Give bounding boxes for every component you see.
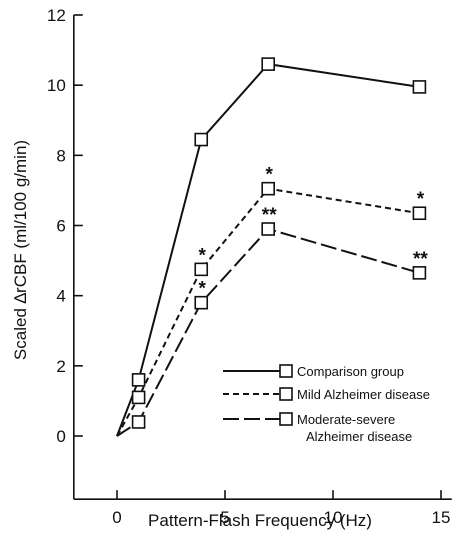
legend-item: Mild Alzheimer disease <box>223 387 430 402</box>
y-tick-label: 6 <box>56 217 65 236</box>
legend-label: Alzheimer disease <box>306 429 412 444</box>
data-point <box>261 222 276 236</box>
data-point <box>194 132 209 147</box>
y-axis: 0 2 4 6 8 10 12 <box>47 6 83 500</box>
y-axis-title: Scaled ∆rCBF (ml/100 g/min) <box>11 140 30 360</box>
y-tick-label: 2 <box>56 357 65 376</box>
data-point <box>131 390 146 405</box>
significance-mark: * <box>199 279 207 300</box>
x-axis-title: Pattern-Flash Frequency (Hz) <box>148 511 372 530</box>
x-tick-label: 5 <box>220 508 229 527</box>
series-layer <box>116 57 427 437</box>
data-point <box>261 181 276 196</box>
x-tick-label: 0 <box>112 508 121 527</box>
y-tick-label: 10 <box>47 76 66 95</box>
significance-mark: * <box>199 245 207 266</box>
data-point <box>194 262 209 277</box>
y-tick-label: 4 <box>56 287 65 306</box>
legend-marker <box>279 387 293 401</box>
y-tick-label: 12 <box>47 6 66 25</box>
data-point <box>131 415 146 429</box>
legend-item: Comparison group <box>223 364 404 379</box>
x-tick-label: 15 <box>432 508 451 527</box>
series-3 <box>116 222 427 437</box>
series-line <box>116 63 420 437</box>
significance-annotations: ******** <box>199 165 429 300</box>
x-axis: 0 5 10 15 <box>73 490 452 527</box>
data-point <box>131 373 146 387</box>
legend: Comparison group Mild Alzheimer disease Mo… <box>223 364 430 444</box>
legend-label: Mild Alzheimer disease <box>297 387 430 402</box>
legend-item: Moderate-severe Alzheimer disease <box>223 412 412 444</box>
x-tick-label: 10 <box>324 508 343 527</box>
significance-mark: ** <box>413 249 428 270</box>
series-line <box>116 227 420 437</box>
data-point <box>261 57 276 71</box>
series-line <box>116 187 420 437</box>
series-1 <box>116 57 427 437</box>
data-point <box>412 206 427 221</box>
data-point <box>194 295 209 310</box>
legend-marker <box>279 364 293 378</box>
y-tick-label: 8 <box>56 146 65 165</box>
data-point <box>412 80 427 94</box>
significance-mark: * <box>417 189 425 210</box>
legend-label: Moderate-severe <box>297 412 395 427</box>
data-point <box>412 266 427 280</box>
significance-mark: * <box>265 165 273 186</box>
significance-mark: ** <box>262 205 277 226</box>
y-tick-label: 0 <box>56 427 65 446</box>
legend-marker <box>279 412 293 426</box>
legend-label: Comparison group <box>297 364 404 379</box>
series-2 <box>116 181 427 437</box>
